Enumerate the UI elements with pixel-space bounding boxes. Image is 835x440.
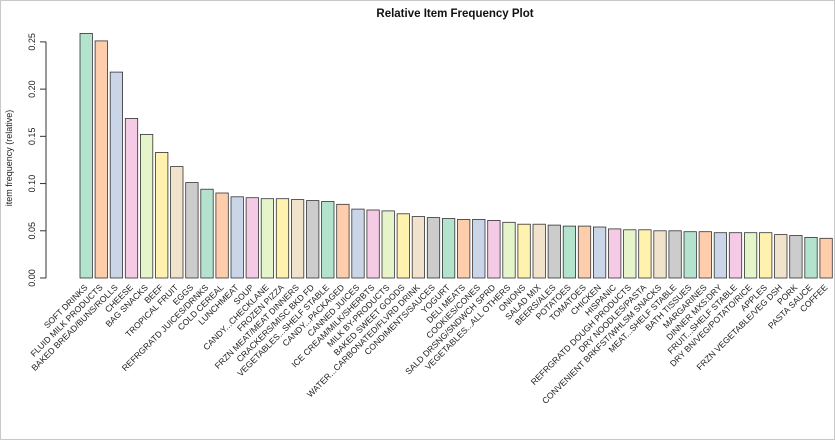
bar [366,209,380,279]
bar [789,235,803,279]
bar [804,236,818,279]
bar [547,224,561,279]
x-tick-label: FLUID MILK PRODUCTS [28,282,104,358]
bar [109,71,123,279]
bar [774,234,788,279]
bar [275,198,290,279]
bar [759,232,773,279]
bar [517,223,531,279]
bar [260,198,275,279]
bar [593,226,607,279]
bar [577,225,592,279]
chart-title: Relative Item Frequency Plot [376,8,533,20]
bar [306,200,320,279]
bar [155,151,169,279]
bar [683,231,697,279]
bar [381,210,395,279]
bar [668,230,682,279]
bar [426,217,441,279]
bar [532,223,546,279]
bar [819,237,833,279]
bars-group [79,33,833,279]
bar [79,33,93,279]
bar [245,197,259,279]
bar [623,229,637,279]
bar [562,225,577,279]
bar [200,188,214,279]
y-axis-ticks: 0.00 0.05 0.10 0.15 0.20 0.25 [27,33,46,287]
bar [170,166,184,279]
bar [698,231,712,279]
bar [502,221,516,279]
bar [457,218,471,279]
bar [215,192,229,279]
bar [713,232,728,279]
bar [351,208,365,279]
bar [336,203,350,279]
bar [321,201,335,279]
bar [230,196,244,279]
bar [608,228,622,279]
bar [396,213,410,279]
bar [290,199,305,279]
y-tick-label: 0.20 [27,80,37,98]
bar [638,229,652,279]
bar [653,230,667,279]
bar [744,232,758,279]
y-axis-label: item frequency (relative) [4,110,14,207]
bar [94,40,108,279]
bar [411,216,426,279]
y-tick-label: 0.25 [27,33,37,51]
bar [441,218,456,279]
bar [487,219,501,279]
y-tick-label: 0.00 [27,269,37,287]
bar [472,218,486,279]
bar [185,182,199,279]
y-tick-label: 0.05 [27,222,37,240]
y-tick-label: 0.10 [27,175,37,193]
bar [728,232,743,279]
bar [139,133,154,279]
y-tick-label: 0.15 [27,128,37,146]
bar [124,118,139,279]
